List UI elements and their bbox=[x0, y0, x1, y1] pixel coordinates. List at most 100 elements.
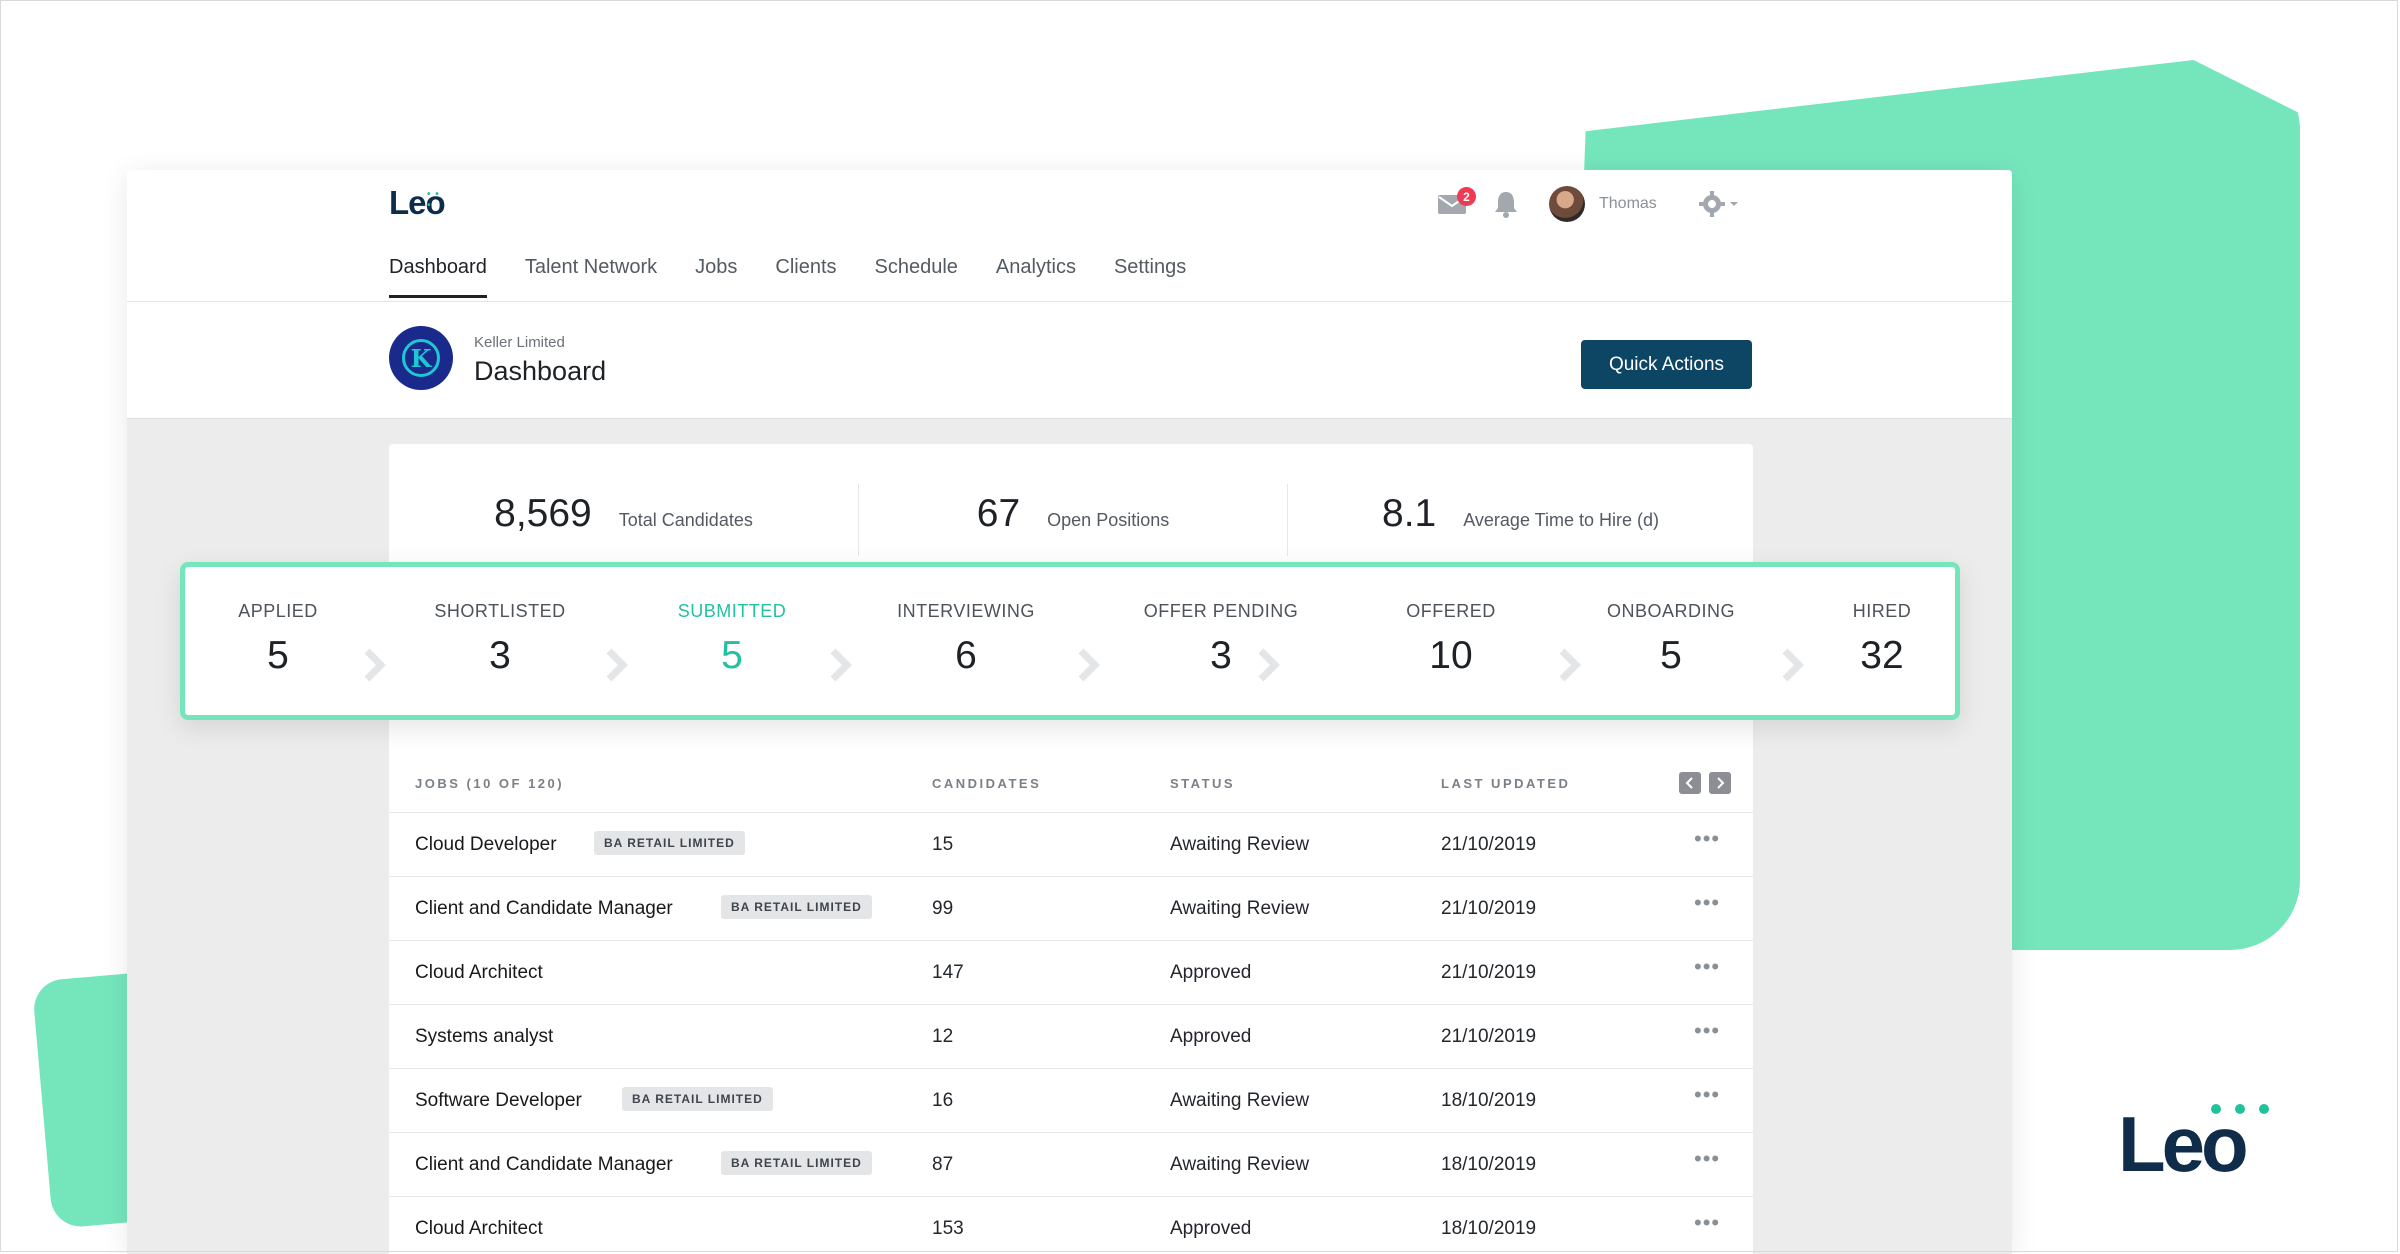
top-bar: Leo • • • Dashboard Talent Network Jobs … bbox=[127, 170, 2012, 302]
gear-icon bbox=[1698, 191, 1725, 217]
chevron-right-icon bbox=[1782, 648, 1804, 682]
job-title[interactable]: Cloud Developer bbox=[415, 834, 557, 855]
stat-open-positions: 67 Open Positions bbox=[859, 484, 1287, 554]
stage-count: 5 bbox=[267, 634, 289, 677]
mail-badge: 2 bbox=[1457, 187, 1476, 206]
chevron-right-icon bbox=[1078, 648, 1100, 682]
brand-logo: Leo bbox=[2118, 1100, 2269, 1175]
stat-average-time-to-hire: 8.1 Average Time to Hire (d) bbox=[1288, 484, 1753, 554]
pipeline-stage-hired[interactable]: HIRED 32 bbox=[1853, 601, 1912, 678]
last-updated: 21/10/2019 bbox=[1441, 1026, 1537, 1047]
last-updated: 21/10/2019 bbox=[1441, 834, 1537, 855]
more-icon[interactable]: ••• bbox=[1694, 826, 1721, 851]
candidates-count: 15 bbox=[932, 834, 954, 855]
nav-clients[interactable]: Clients bbox=[775, 256, 837, 278]
stage-count: 5 bbox=[1660, 634, 1682, 677]
more-icon[interactable]: ••• bbox=[1694, 1146, 1721, 1171]
more-icon[interactable]: ••• bbox=[1694, 1210, 1721, 1235]
chevron-right-icon bbox=[830, 648, 852, 682]
chevron-down-icon bbox=[1729, 202, 1738, 206]
column-header-last-updated[interactable]: LAST UPDATED bbox=[1441, 776, 1571, 791]
client-tag: BA RETAIL LIMITED bbox=[721, 1151, 872, 1175]
nav-talent-network[interactable]: Talent Network bbox=[524, 256, 658, 278]
pipeline-stage-applied[interactable]: APPLIED 5 bbox=[238, 601, 318, 678]
stat-label: Total Candidates bbox=[618, 510, 753, 530]
stage-count: 6 bbox=[955, 634, 977, 677]
candidates-count: 147 bbox=[932, 962, 964, 983]
table-pager bbox=[1679, 772, 1731, 794]
chevron-right-icon bbox=[606, 648, 628, 682]
stage-label: SHORTLISTED bbox=[434, 601, 566, 621]
app-logo[interactable]: Leo • • • bbox=[389, 184, 446, 222]
user-name[interactable]: Thomas bbox=[1599, 195, 1657, 212]
more-icon[interactable]: ••• bbox=[1694, 954, 1721, 979]
column-header-status[interactable]: STATUS bbox=[1170, 776, 1236, 791]
chevron-right-icon bbox=[1717, 777, 1725, 789]
nav-analytics[interactable]: Analytics bbox=[995, 256, 1076, 278]
nav-settings[interactable]: Settings bbox=[1113, 256, 1187, 278]
client-tag: BA RETAIL LIMITED bbox=[622, 1087, 773, 1111]
column-header-candidates[interactable]: CANDIDATES bbox=[932, 776, 1042, 791]
table-row[interactable]: Cloud Architect 147 Approved 21/10/2019 ••• bbox=[389, 941, 1753, 1005]
quick-actions-button[interactable]: Quick Actions bbox=[1581, 340, 1752, 389]
settings-menu-button[interactable] bbox=[1698, 191, 1739, 217]
nav-dashboard[interactable]: Dashboard bbox=[389, 256, 487, 298]
stage-label: OFFER PENDING bbox=[1143, 601, 1299, 621]
pipeline-stage-submitted[interactable]: SUBMITTED 5 bbox=[678, 601, 787, 678]
job-status: Awaiting Review bbox=[1170, 898, 1310, 919]
stage-label: OFFERED bbox=[1406, 601, 1496, 621]
stage-count: 3 bbox=[489, 634, 511, 677]
table-row[interactable]: Client and Candidate Manager BA RETAIL LI… bbox=[389, 1133, 1753, 1197]
stage-label: SUBMITTED bbox=[677, 601, 787, 621]
divider bbox=[858, 484, 859, 556]
job-title[interactable]: Software Developer bbox=[415, 1090, 582, 1111]
stat-label: Average Time to Hire (d) bbox=[1463, 510, 1659, 530]
pipeline-stage-offered[interactable]: OFFERED 10 bbox=[1406, 601, 1496, 678]
jobs-table-header: JOBS (10 OF 120) CANDIDATES STATUS LAST … bbox=[389, 748, 1753, 813]
table-row[interactable]: Cloud Developer BA RETAIL LIMITED 15 Awaiti… bbox=[389, 813, 1753, 877]
column-header-jobs[interactable]: JOBS (10 OF 120) bbox=[415, 776, 565, 791]
next-page-button[interactable] bbox=[1709, 772, 1731, 794]
table-row[interactable]: Client and Candidate Manager BA RETAIL LI… bbox=[389, 877, 1753, 941]
more-icon[interactable]: ••• bbox=[1694, 890, 1721, 915]
mail-button[interactable]: 2 bbox=[1437, 187, 1476, 215]
stat-total-candidates: 8,569 Total Candidates bbox=[389, 484, 858, 554]
pipeline-stage-onboarding[interactable]: ONBOARDING 5 bbox=[1607, 601, 1735, 678]
user-avatar[interactable] bbox=[1549, 186, 1585, 222]
client-logo: K bbox=[389, 326, 453, 390]
candidates-count: 16 bbox=[932, 1090, 954, 1111]
notifications-button[interactable] bbox=[1493, 190, 1519, 218]
top-right-actions: 2 Thomas bbox=[1437, 184, 1739, 224]
table-row[interactable]: Cloud Architect 153 Approved 18/10/2019 ••• bbox=[389, 1197, 1753, 1254]
candidates-count: 153 bbox=[932, 1218, 964, 1239]
pipeline-stage-interviewing[interactable]: INTERVIEWING 6 bbox=[897, 601, 1035, 678]
job-title[interactable]: Client and Candidate Manager bbox=[415, 898, 673, 919]
jobs-table-body: Cloud Developer BA RETAIL LIMITED 15 Awaiti… bbox=[389, 813, 1753, 1254]
stage-count: 32 bbox=[1860, 634, 1904, 677]
stat-value: 67 bbox=[976, 492, 1021, 535]
stat-value: 8,569 bbox=[494, 492, 592, 535]
job-title[interactable]: Client and Candidate Manager bbox=[415, 1154, 673, 1175]
previous-page-button[interactable] bbox=[1679, 772, 1701, 794]
last-updated: 18/10/2019 bbox=[1441, 1218, 1537, 1239]
pipeline-stage-shortlisted[interactable]: SHORTLISTED 3 bbox=[434, 601, 565, 678]
stage-count: 3 bbox=[1210, 634, 1232, 677]
bell-icon bbox=[1495, 192, 1517, 218]
candidates-count: 99 bbox=[932, 898, 954, 919]
page-title: Dashboard bbox=[474, 356, 607, 386]
more-icon[interactable]: ••• bbox=[1694, 1082, 1721, 1107]
pipeline-stage-offer-pending[interactable]: OFFER PENDING 3 bbox=[1144, 601, 1299, 678]
nav-jobs[interactable]: Jobs bbox=[695, 256, 738, 278]
last-updated: 21/10/2019 bbox=[1441, 962, 1537, 983]
more-icon[interactable]: ••• bbox=[1694, 1018, 1721, 1043]
candidates-count: 12 bbox=[932, 1026, 954, 1047]
job-title[interactable]: Cloud Architect bbox=[415, 1218, 543, 1239]
job-status: Awaiting Review bbox=[1170, 834, 1310, 855]
table-row[interactable]: Software Developer BA RETAIL LIMITED 16 Awa… bbox=[389, 1069, 1753, 1133]
nav-schedule[interactable]: Schedule bbox=[874, 256, 958, 278]
job-title[interactable]: Systems analyst bbox=[415, 1026, 554, 1047]
chevron-right-icon bbox=[364, 648, 386, 682]
stats-row: 8,569 Total Candidates 67 Open Positions… bbox=[389, 484, 1753, 564]
table-row[interactable]: Systems analyst 12 Approved 21/10/2019 ••• bbox=[389, 1005, 1753, 1069]
job-title[interactable]: Cloud Architect bbox=[415, 962, 543, 983]
